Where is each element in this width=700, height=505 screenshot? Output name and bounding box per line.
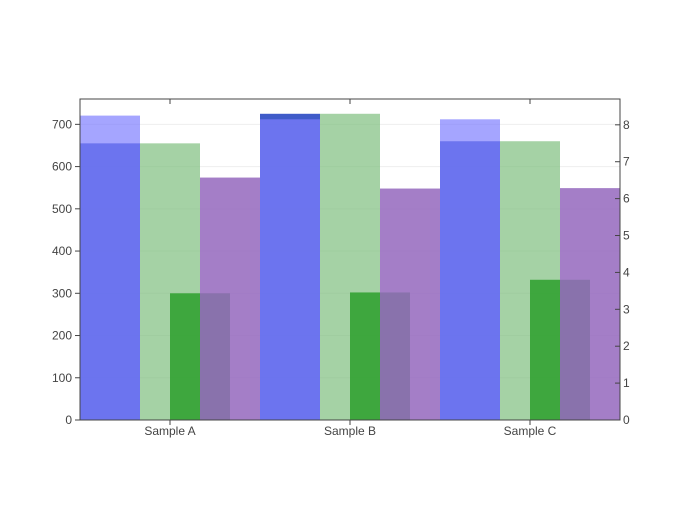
labels-layer: 0 100 200 300 400 500 600 700 0 1 2 3 4 5 6 7 8 Sample A S… bbox=[52, 117, 630, 438]
y-tick-label-4: 400 bbox=[52, 244, 72, 258]
y2-tick-label-6: 6 bbox=[623, 192, 630, 206]
bar-s1-2 bbox=[440, 119, 500, 421]
y-tick-label-6: 600 bbox=[52, 160, 72, 174]
y-tick-label-5: 500 bbox=[52, 202, 72, 216]
y2-tick-label-0: 0 bbox=[623, 413, 630, 427]
y-tick-label-2: 200 bbox=[52, 329, 72, 343]
x-tick-label-2: Sample C bbox=[504, 424, 557, 438]
x-tick-label-1: Sample B bbox=[324, 424, 376, 438]
bar-s1-0 bbox=[80, 115, 140, 420]
y2-tick-label-5: 5 bbox=[623, 229, 630, 243]
bar-s4-2 bbox=[560, 188, 620, 420]
bar-s1-1 bbox=[260, 119, 320, 421]
y2-tick-label-4: 4 bbox=[623, 265, 630, 279]
y2-tick-label-3: 3 bbox=[623, 302, 630, 316]
y2-tick-label-1: 1 bbox=[623, 376, 630, 390]
y2-tick-label-8: 8 bbox=[623, 118, 630, 132]
y-tick-label-1: 100 bbox=[52, 371, 72, 385]
y2-tick-label-2: 2 bbox=[623, 339, 630, 353]
y-tick-label-7: 700 bbox=[52, 117, 72, 131]
axes-layer bbox=[75, 98, 621, 425]
y-tick-label-0: 0 bbox=[65, 413, 72, 427]
bars-layer bbox=[80, 113, 620, 421]
y2-tick-label-7: 7 bbox=[623, 155, 630, 169]
x-tick-label-0: Sample A bbox=[144, 424, 195, 438]
bar-s4-1 bbox=[380, 188, 440, 420]
y-tick-label-3: 300 bbox=[52, 286, 72, 300]
bar-s4-0 bbox=[200, 177, 260, 420]
